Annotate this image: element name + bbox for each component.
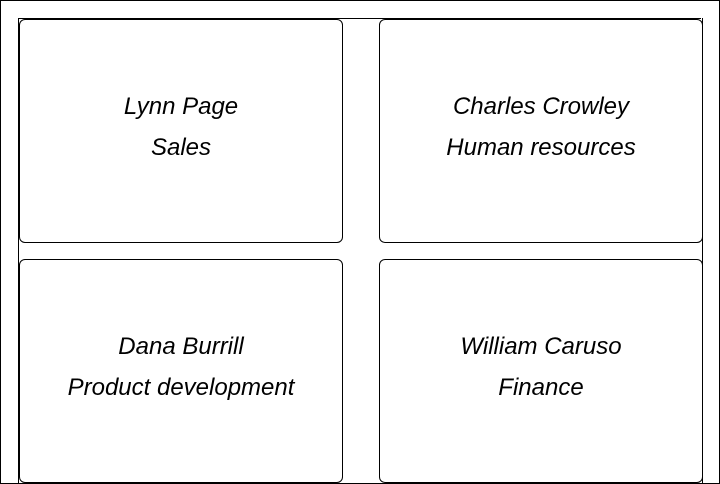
employee-card-lynn-page[interactable]: Lynn Page Sales xyxy=(19,19,343,243)
employee-department: Product development xyxy=(67,374,295,401)
employee-card-dana-burrill[interactable]: Dana Burrill Product development xyxy=(19,259,343,483)
frame-divider-top xyxy=(19,18,701,19)
employee-card-text: William Caruso Finance xyxy=(380,326,702,408)
employee-department: Sales xyxy=(150,134,212,161)
employee-name: Charles Crowley xyxy=(452,93,630,120)
employee-department: Finance xyxy=(498,374,584,401)
employee-name: Lynn Page xyxy=(123,93,239,120)
frame-divider-left xyxy=(18,18,19,484)
employee-card-charles-crowley[interactable]: Charles Crowley Human resources xyxy=(379,19,703,243)
frame-divider-right xyxy=(702,18,703,484)
employee-card-william-caruso[interactable]: William Caruso Finance xyxy=(379,259,703,483)
employee-card-text: Charles Crowley Human resources xyxy=(380,86,702,168)
employee-name: Dana Burrill xyxy=(118,333,244,360)
employee-card-text: Dana Burrill Product development xyxy=(20,326,342,408)
employee-card-text: Lynn Page Sales xyxy=(20,86,342,168)
employee-name: William Caruso xyxy=(460,333,622,360)
employee-department: Human resources xyxy=(446,134,636,161)
